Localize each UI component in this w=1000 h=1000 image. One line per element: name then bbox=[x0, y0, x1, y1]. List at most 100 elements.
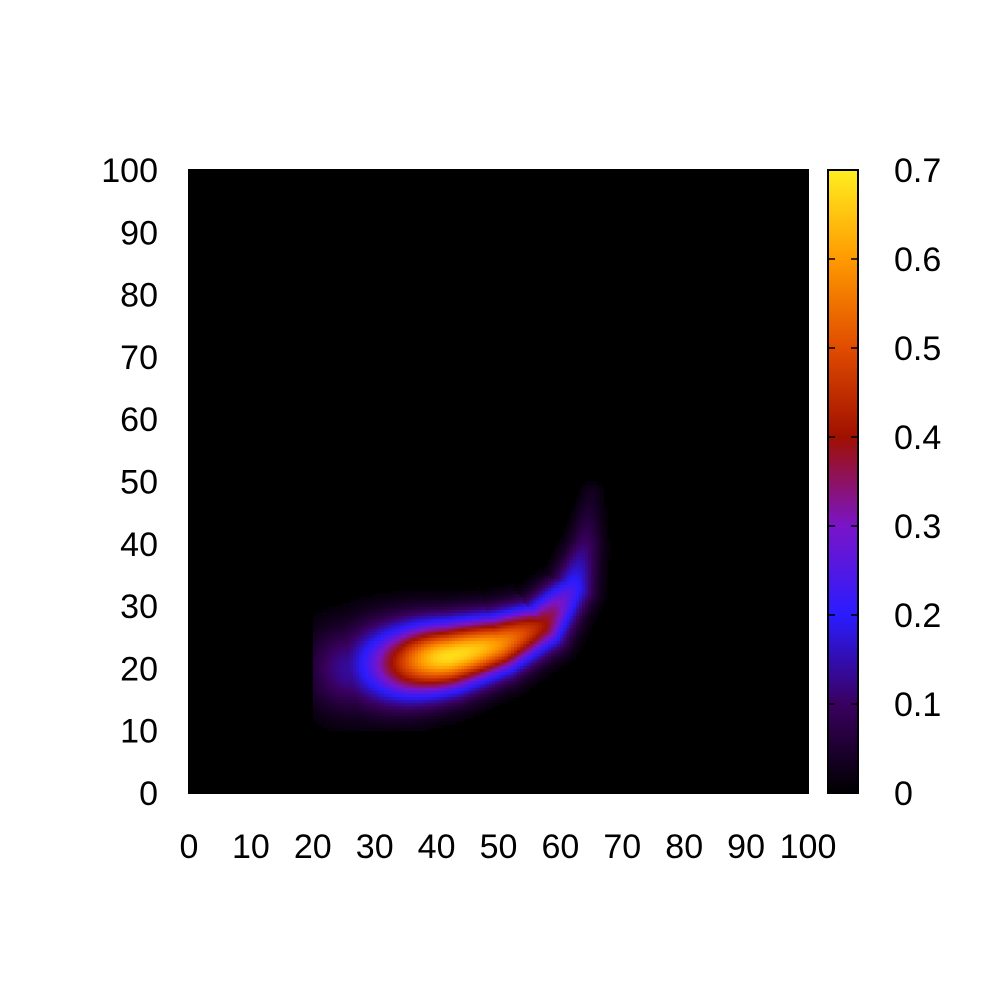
heatmap-cell bbox=[470, 702, 475, 707]
heatmap-cell bbox=[563, 553, 568, 557]
heatmap-cell bbox=[340, 693, 345, 698]
heatmap-cell bbox=[448, 652, 453, 657]
heatmap-cell bbox=[346, 631, 351, 635]
heatmap-cell bbox=[331, 715, 336, 719]
heatmap-cell bbox=[473, 662, 478, 666]
heatmap-cell bbox=[523, 683, 527, 688]
heatmap-cell bbox=[377, 671, 382, 676]
heatmap-cell bbox=[582, 515, 586, 520]
heatmap-cell bbox=[588, 490, 592, 495]
heatmap-cell bbox=[526, 587, 531, 592]
heatmap-cell bbox=[383, 677, 388, 682]
heatmap-cell bbox=[340, 627, 345, 632]
heatmap-cell bbox=[479, 606, 484, 610]
heatmap-cell bbox=[374, 627, 379, 632]
heatmap-cell bbox=[458, 668, 462, 673]
heatmap-cell bbox=[414, 671, 419, 676]
heatmap-cell bbox=[436, 627, 441, 632]
heatmap-cell bbox=[445, 621, 450, 626]
colorbar bbox=[827, 169, 859, 794]
heatmap-cell bbox=[340, 637, 345, 641]
heatmap-cell bbox=[442, 602, 447, 607]
heatmap-cell bbox=[476, 699, 481, 704]
heatmap-cell bbox=[464, 618, 469, 623]
heatmap-cell bbox=[520, 646, 524, 651]
heatmap-cell bbox=[359, 671, 363, 676]
heatmap-cell bbox=[448, 665, 453, 669]
heatmap-cell bbox=[507, 646, 512, 651]
heatmap-cell bbox=[461, 687, 466, 691]
heatmap-cell bbox=[541, 665, 546, 669]
heatmap-cell bbox=[312, 680, 317, 685]
heatmap-cell bbox=[390, 671, 394, 676]
heatmap-cell bbox=[560, 574, 565, 579]
heatmap-cell bbox=[566, 584, 571, 589]
heatmap-cell bbox=[414, 624, 419, 629]
heatmap-cell bbox=[427, 621, 432, 626]
heatmap-cell bbox=[557, 546, 562, 551]
heatmap-cell bbox=[408, 687, 413, 691]
heatmap-cell bbox=[597, 581, 602, 585]
heatmap-cell bbox=[464, 634, 469, 638]
heatmap-cell bbox=[377, 687, 382, 691]
heatmap-cell bbox=[526, 612, 531, 617]
heatmap-cell bbox=[436, 699, 441, 704]
heatmap-cell bbox=[486, 640, 490, 645]
heatmap-cell bbox=[343, 690, 348, 694]
heatmap-cell bbox=[486, 702, 490, 707]
heatmap-cell bbox=[578, 568, 583, 573]
heatmap-cell bbox=[349, 655, 354, 660]
heatmap-cell bbox=[337, 724, 342, 729]
heatmap-cell bbox=[452, 674, 456, 679]
heatmap-cell bbox=[340, 662, 345, 666]
heatmap-cell bbox=[523, 621, 527, 626]
heatmap-cell bbox=[353, 609, 357, 613]
heatmap-cell bbox=[346, 634, 351, 638]
heatmap-cell bbox=[325, 683, 329, 688]
heatmap-cell bbox=[572, 578, 577, 582]
heatmap-cell bbox=[315, 690, 320, 694]
heatmap-cell bbox=[418, 677, 422, 682]
heatmap-cell bbox=[368, 599, 373, 604]
heatmap-cell bbox=[467, 621, 472, 626]
heatmap-cell bbox=[359, 662, 363, 666]
heatmap-cell bbox=[312, 705, 317, 710]
heatmap-cell bbox=[529, 609, 534, 613]
heatmap-cell bbox=[365, 727, 370, 732]
heatmap-cell bbox=[414, 721, 419, 726]
heatmap-cell bbox=[486, 627, 490, 632]
heatmap-cell bbox=[492, 677, 497, 682]
heatmap-cell bbox=[504, 680, 509, 685]
heatmap-cell bbox=[538, 612, 543, 617]
heatmap-cell bbox=[538, 659, 543, 663]
heatmap-cell bbox=[405, 705, 410, 710]
heatmap-cell bbox=[578, 634, 583, 638]
heatmap-cell bbox=[418, 690, 422, 694]
heatmap-cell bbox=[594, 503, 599, 508]
heatmap-cell bbox=[513, 659, 518, 663]
heatmap-cell bbox=[520, 680, 524, 685]
heatmap-cell bbox=[591, 593, 596, 598]
heatmap-cell bbox=[476, 637, 481, 641]
heatmap-cell bbox=[582, 568, 586, 573]
heatmap-cell bbox=[318, 621, 323, 626]
heatmap-cell bbox=[572, 534, 577, 539]
heatmap-cell bbox=[513, 677, 518, 682]
heatmap-cell bbox=[526, 649, 531, 654]
heatmap-cell bbox=[548, 565, 552, 570]
heatmap-cell bbox=[322, 680, 326, 685]
heatmap-cell bbox=[337, 702, 342, 707]
heatmap-cell bbox=[349, 693, 354, 698]
heatmap-cell bbox=[483, 640, 487, 645]
heatmap-cell bbox=[554, 634, 558, 638]
heatmap-cell bbox=[396, 674, 401, 679]
heatmap-cell bbox=[461, 652, 466, 657]
heatmap-cell bbox=[560, 590, 565, 595]
heatmap-cell bbox=[489, 668, 493, 673]
heatmap-cell bbox=[312, 634, 317, 638]
heatmap-cell bbox=[353, 640, 357, 645]
heatmap-cell bbox=[585, 540, 589, 545]
heatmap-cell bbox=[572, 512, 577, 517]
heatmap-cell bbox=[498, 690, 503, 694]
heatmap-cell bbox=[393, 655, 397, 660]
